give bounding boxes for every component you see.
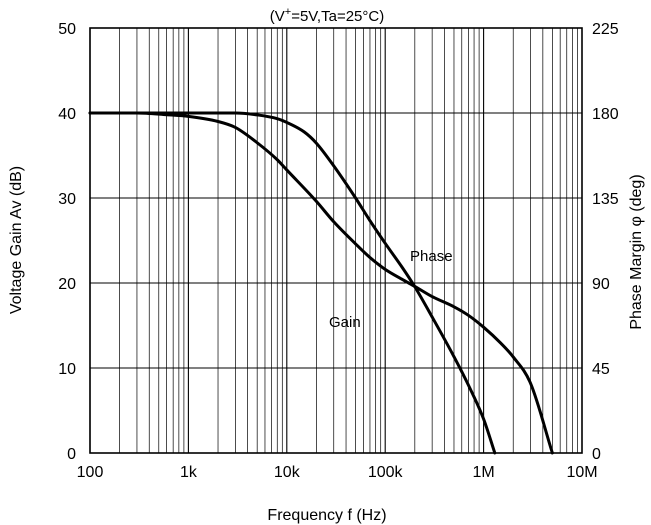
plot-frame (89, 27, 583, 454)
x-tick-label: 100 (77, 464, 104, 481)
x-tick-label: 1k (180, 464, 198, 481)
gain-curve-label: Gain (329, 314, 361, 331)
y-tick-label: 20 (58, 276, 76, 293)
x-tick-label: 10k (274, 464, 301, 481)
x-tick-label: 10M (566, 464, 597, 481)
chart-series (88, 111, 554, 455)
phase-curve-label: Phase (410, 248, 453, 265)
x-tick-label: 1M (472, 464, 494, 481)
y-tick-label: 30 (58, 191, 76, 208)
y2-tick-label: 135 (592, 191, 619, 208)
y-tick-label: 10 (58, 361, 76, 378)
gain-series-line (88, 111, 554, 455)
y2-tick-label: 180 (592, 106, 619, 123)
y2-tick-label: 225 (592, 21, 619, 38)
y-tick-label: 0 (67, 446, 76, 463)
chart-subtitle: (V+=5V,Ta=25°C) (270, 6, 384, 25)
y-axis-title: Voltage Gain Av (dB) (8, 166, 25, 314)
y2-axis-title: Phase Margin φ (deg) (628, 174, 645, 329)
y2-tick-label: 45 (592, 361, 610, 378)
chart-tick-labels: 100 1k 10k 100k 1M 10M01020304050045901351802… (58, 21, 619, 481)
y2-tick-label: 0 (592, 446, 601, 463)
y-tick-label: 50 (58, 21, 76, 38)
x-axis-title: Frequency f (Hz) (267, 507, 386, 524)
x-tick-label: 100k (368, 464, 404, 481)
phase-series-line (88, 111, 497, 455)
y2-tick-label: 90 (592, 276, 610, 293)
y-tick-label: 40 (58, 106, 76, 123)
chart-grid (89, 27, 582, 454)
